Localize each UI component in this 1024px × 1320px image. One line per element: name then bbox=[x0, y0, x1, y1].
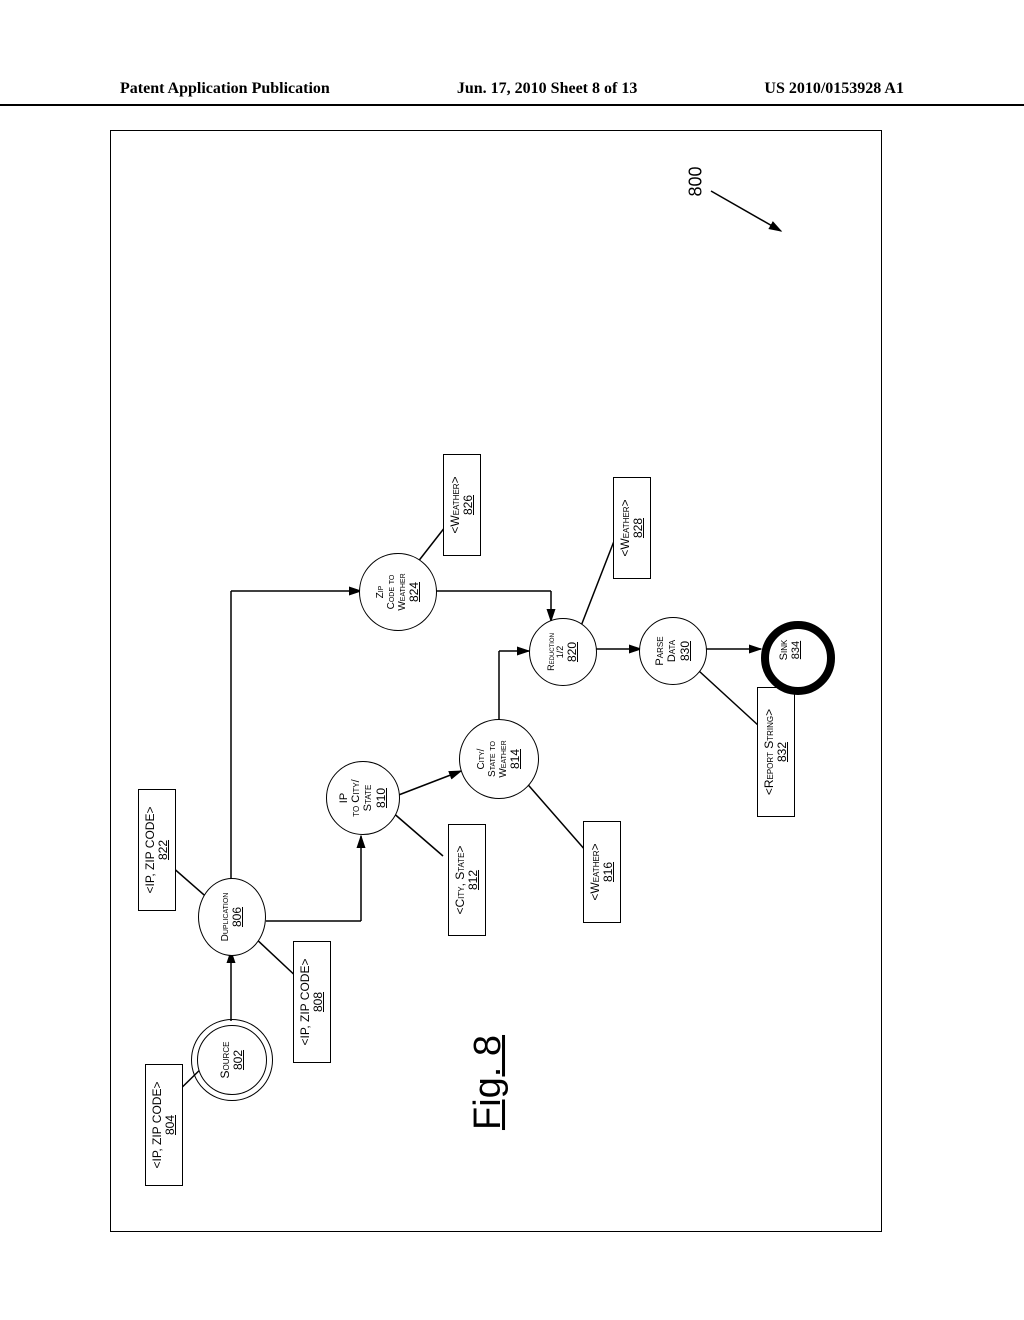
page-header: Patent Application Publication Jun. 17, … bbox=[0, 80, 1024, 106]
reportstr-num: 832 bbox=[776, 742, 789, 762]
ipzip822-num: 822 bbox=[157, 840, 170, 860]
ip2city-num: 810 bbox=[375, 788, 388, 808]
weather-828: <Weather> 828 bbox=[613, 477, 651, 579]
source-node: Source 802 bbox=[197, 1025, 267, 1095]
sink-num: 834 bbox=[790, 641, 802, 659]
reduction-node: Reduction1/2 820 bbox=[529, 618, 597, 686]
ipzip-822: <IP, ZIP CODE> 822 bbox=[138, 789, 176, 911]
reportstr-832: <Report String> 832 bbox=[757, 687, 795, 817]
dup-num: 806 bbox=[231, 907, 244, 927]
sink-label: Sink bbox=[778, 640, 790, 661]
header-right: US 2010/0153928 A1 bbox=[764, 80, 904, 98]
ip2city-node: IPto City/State 810 bbox=[326, 761, 400, 835]
parse-node: ParseData 830 bbox=[639, 617, 707, 685]
ipzip808-num: 808 bbox=[312, 992, 325, 1012]
city2weather-node: City/State toWeather 814 bbox=[459, 719, 539, 799]
duplication-node: Duplication 806 bbox=[198, 878, 266, 956]
zip2weather-num: 824 bbox=[408, 582, 421, 602]
header-center: Jun. 17, 2010 Sheet 8 of 13 bbox=[457, 80, 637, 98]
parse-num: 830 bbox=[679, 641, 692, 661]
source-num: 802 bbox=[232, 1050, 245, 1070]
zip2weather-node: ZipCode toWeather 824 bbox=[359, 553, 437, 631]
ref-number: 800 bbox=[686, 166, 707, 196]
figure-label: Fig. 8 bbox=[467, 1035, 510, 1130]
reduction-num: 820 bbox=[566, 642, 579, 662]
header-left: Patent Application Publication bbox=[120, 80, 330, 98]
ipzip-804: <IP, ZIP CODE> 804 bbox=[145, 1064, 183, 1186]
city2weather-num: 814 bbox=[509, 749, 522, 769]
weather828-num: 828 bbox=[632, 518, 645, 538]
weather816-num: 816 bbox=[602, 862, 615, 882]
ipzip804-num: 804 bbox=[164, 1115, 177, 1135]
citystate-812: <City, State> 812 bbox=[448, 824, 486, 936]
weather-826: <Weather> 826 bbox=[443, 454, 481, 556]
sink-node: Sink 834 bbox=[769, 629, 811, 671]
weather-816: <Weather> 816 bbox=[583, 821, 621, 923]
ref-num-text: 800 bbox=[686, 166, 706, 196]
figure-label-text: Fig. 8 bbox=[467, 1035, 509, 1130]
figure-area: 800 Source 802 <IP, ZIP CODE> 804 Duplic… bbox=[110, 130, 882, 1232]
weather826-num: 826 bbox=[462, 495, 475, 515]
citystate-num: 812 bbox=[467, 870, 480, 890]
ipzip-808: <IP, ZIP CODE> 808 bbox=[293, 941, 331, 1063]
